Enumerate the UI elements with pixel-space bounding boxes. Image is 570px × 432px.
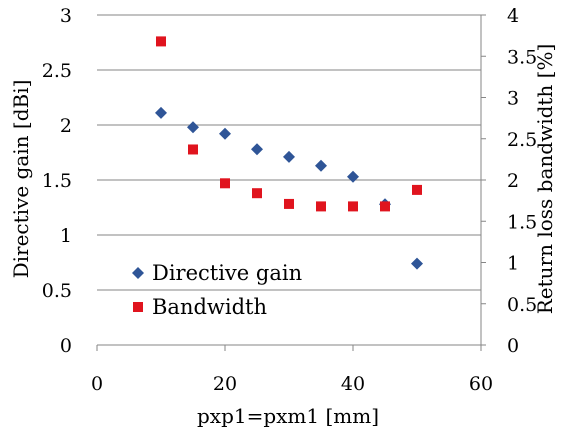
y-right-tick-label: 3 [507, 88, 519, 110]
y-left-tick-label: 2 [60, 115, 72, 137]
directive-gain-point [187, 121, 199, 134]
legend-item-bandwidth: Bandwidth [133, 295, 267, 319]
legend: Directive gain Bandwidth [132, 261, 302, 319]
y-left-tick-label: 1 [60, 225, 72, 247]
directive-gain-point [219, 127, 231, 140]
y-left-tick-label: 2.5 [42, 60, 72, 82]
y-right-tick-label: 1 [507, 253, 519, 275]
gridlines [97, 14, 481, 291]
y-right-tick-label: 0 [507, 335, 519, 357]
directive-gain-point [283, 150, 295, 163]
y-right-tick-label: 2 [507, 170, 519, 192]
y-left-tick-label: 3 [60, 5, 72, 27]
legend-label-bandwidth: Bandwidth [152, 295, 267, 319]
directive-gain-point [251, 143, 263, 156]
x-tick-label: 40 [341, 373, 365, 395]
bandwidth-point [380, 201, 390, 212]
bandwidth-point [252, 188, 262, 199]
bandwidth-point [284, 198, 294, 209]
bandwidth-point [220, 178, 230, 189]
legend-square-marker [133, 302, 143, 312]
directive-gain-point [315, 159, 327, 172]
bandwidth-point [316, 201, 326, 212]
legend-diamond-marker [132, 267, 144, 279]
x-tick-label: 60 [469, 373, 493, 395]
y-right-tick-label: 3.5 [507, 46, 537, 68]
directive-gain-point [347, 170, 359, 183]
directive-gain-point [411, 257, 423, 270]
y-right-tick-label: 4 [507, 5, 519, 27]
y-left-tick-label: 0 [60, 335, 72, 357]
y-axis-title-right: Return loss bandwidth [%] [533, 44, 557, 315]
x-axis-title: pxp1=pxm1 [mm] [197, 404, 379, 428]
y-axis-title-left: Directive gain [dBi] [9, 80, 33, 279]
bandwidth-point [156, 36, 166, 47]
y-right-tick-label: 0.5 [507, 294, 537, 316]
y-right-tick-label: 1.5 [507, 211, 537, 233]
y-left-tick-label: 0.5 [42, 280, 72, 302]
x-tick-label: 20 [213, 373, 237, 395]
y-right-tick-label: 2.5 [507, 129, 537, 151]
y-left-tick-label: 1.5 [42, 170, 72, 192]
x-tick-label: 0 [91, 373, 103, 395]
legend-item-directive-gain: Directive gain [132, 261, 302, 285]
data-points [155, 36, 423, 270]
bandwidth-point [188, 144, 198, 155]
tick-labels: 0 20 40 60 0 0.5 1 1.5 2 2.5 3 0 0.5 1 1.5 2 2.5 3 3.5 4 [42, 5, 537, 395]
axes [96, 14, 486, 351]
bandwidth-point [412, 184, 422, 195]
directive-gain-point [155, 106, 167, 119]
bandwidth-point [348, 201, 358, 212]
legend-label-directive-gain: Directive gain [152, 261, 302, 285]
